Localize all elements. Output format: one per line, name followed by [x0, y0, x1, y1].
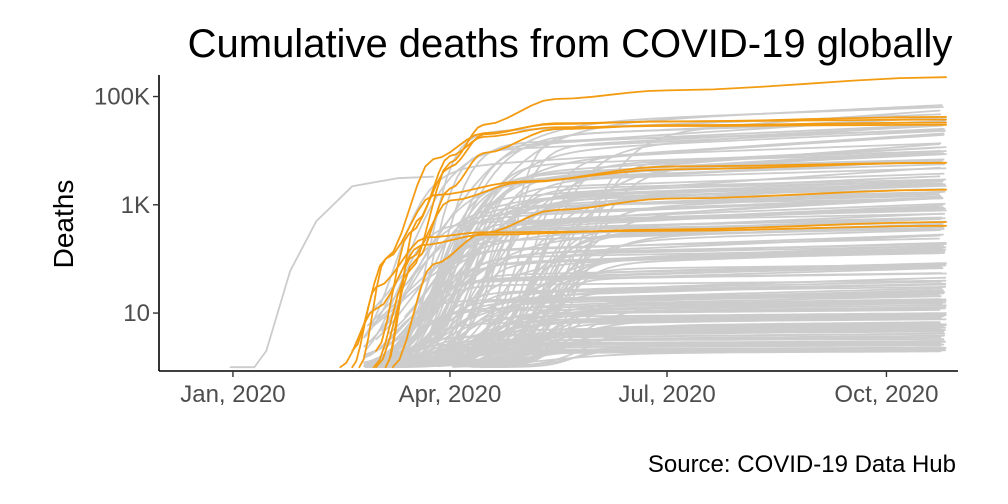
background-series-line	[429, 150, 947, 366]
highlight-series-line	[351, 224, 947, 369]
background-series-line	[464, 250, 946, 368]
background-series-line	[486, 324, 947, 367]
background-series-line	[382, 197, 943, 351]
background-series-line	[367, 248, 942, 368]
highlight-series-line	[391, 188, 947, 369]
background-series-line	[370, 129, 945, 367]
background-series-line	[372, 279, 947, 363]
y-axis-ticks: 10 1K 100K	[94, 84, 159, 327]
background-series-line	[472, 123, 947, 359]
background-series-line	[482, 249, 942, 362]
background-series-line	[364, 167, 947, 366]
background-series-line	[363, 264, 945, 364]
background-series-line	[363, 332, 946, 366]
background-series-line	[484, 132, 945, 357]
background-series-line	[466, 229, 941, 358]
background-series-line	[367, 295, 942, 366]
background-series-line	[376, 233, 944, 367]
background-series-line	[423, 300, 941, 367]
background-series-line	[364, 347, 947, 367]
background-series-line	[406, 291, 946, 360]
highlight-series-line	[384, 161, 947, 369]
y-tick-label: 100K	[94, 84, 150, 111]
x-axis-ticks: Jan, 2020 Apr, 2020 Jul, 2020 Oct, 2020	[180, 371, 938, 408]
background-series-line	[380, 166, 941, 367]
y-tick-label: 1K	[121, 192, 150, 219]
background-series-line	[368, 196, 943, 366]
source-caption: Source: COVID-19 Data Hub	[648, 451, 956, 478]
background-series-line	[502, 321, 941, 368]
background-series-line	[412, 329, 944, 363]
background-series-line	[372, 304, 947, 365]
highlight-series-line	[351, 161, 947, 352]
background-series-line	[366, 205, 941, 368]
background-series-line	[366, 194, 942, 327]
background-series-line	[451, 342, 941, 366]
chart-title: Cumulative deaths from COVID-19 globally	[188, 22, 953, 66]
y-tick-label: 10	[123, 300, 150, 327]
background-series-line	[472, 146, 947, 365]
highlight-series-line	[339, 221, 947, 369]
background-series-line	[406, 329, 946, 361]
background-series-line	[377, 315, 945, 367]
background-series-line	[412, 179, 945, 361]
plot-lines	[229, 76, 947, 369]
highlight-series-line	[375, 121, 947, 369]
x-tick-label: Jul, 2020	[618, 381, 715, 408]
background-series-line	[400, 283, 947, 357]
background-series-line	[229, 175, 435, 369]
background-series-line	[370, 226, 945, 366]
highlight-series-group	[339, 76, 947, 369]
background-series-group	[229, 104, 947, 369]
background-series-line	[400, 129, 946, 336]
background-series-line	[424, 123, 942, 321]
background-series-line	[416, 175, 941, 322]
background-series-line	[365, 182, 941, 317]
x-tick-label: Jan, 2020	[180, 381, 285, 408]
y-axis-title: Deaths	[48, 180, 79, 269]
x-tick-label: Oct, 2020	[834, 381, 938, 408]
background-series-line	[434, 172, 945, 358]
background-series-line	[487, 109, 941, 362]
x-tick-label: Apr, 2020	[399, 381, 502, 408]
